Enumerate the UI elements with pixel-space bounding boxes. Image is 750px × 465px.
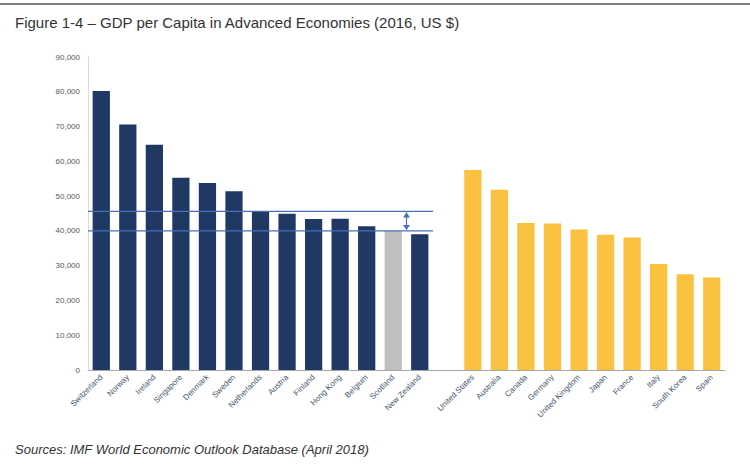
svg-text:Belgium: Belgium <box>343 373 370 400</box>
svg-text:0: 0 <box>76 366 81 375</box>
svg-text:Canada: Canada <box>503 372 530 399</box>
svg-text:United States: United States <box>436 373 476 413</box>
svg-text:Switzerland: Switzerland <box>69 373 105 409</box>
svg-text:Singapore: Singapore <box>152 372 184 404</box>
svg-text:Denmark: Denmark <box>181 373 210 402</box>
svg-text:Australia: Australia <box>474 372 503 401</box>
svg-text:Spain: Spain <box>694 373 715 394</box>
svg-text:70,000: 70,000 <box>56 122 81 131</box>
svg-text:France: France <box>611 372 635 396</box>
svg-text:10,000: 10,000 <box>56 331 81 340</box>
svg-text:Netherlands: Netherlands <box>227 373 264 410</box>
svg-text:Figure 1-4 – GDP per Capita in: Figure 1-4 – GDP per Capita in Advanced … <box>15 14 459 31</box>
svg-text:South Korea: South Korea <box>651 372 689 410</box>
svg-text:Ireland: Ireland <box>134 373 158 397</box>
svg-text:Germany: Germany <box>526 372 556 403</box>
svg-text:30,000: 30,000 <box>56 261 81 270</box>
svg-text:Norway: Norway <box>105 373 131 399</box>
svg-text:Sweden: Sweden <box>210 373 237 400</box>
svg-text:90,000: 90,000 <box>56 53 81 62</box>
svg-text:60,000: 60,000 <box>56 157 81 166</box>
svg-text:Scotland: Scotland <box>368 372 397 402</box>
svg-text:50,000: 50,000 <box>56 192 81 201</box>
svg-text:Sources: IMF World Economic Ou: Sources: IMF World Economic Outlook Data… <box>15 442 369 457</box>
svg-text:Italy: Italy <box>645 373 662 390</box>
svg-text:United Kingdom: United Kingdom <box>536 373 583 420</box>
svg-text:40,000: 40,000 <box>56 226 81 235</box>
svg-text:Hong Kong: Hong Kong <box>309 373 344 408</box>
svg-text:Finland: Finland <box>292 373 317 398</box>
svg-text:Japan: Japan <box>587 373 609 395</box>
svg-text:80,000: 80,000 <box>56 87 81 96</box>
svg-text:New Zealand: New Zealand <box>383 373 423 413</box>
svg-text:Austria: Austria <box>266 372 290 396</box>
svg-text:20,000: 20,000 <box>56 296 81 305</box>
